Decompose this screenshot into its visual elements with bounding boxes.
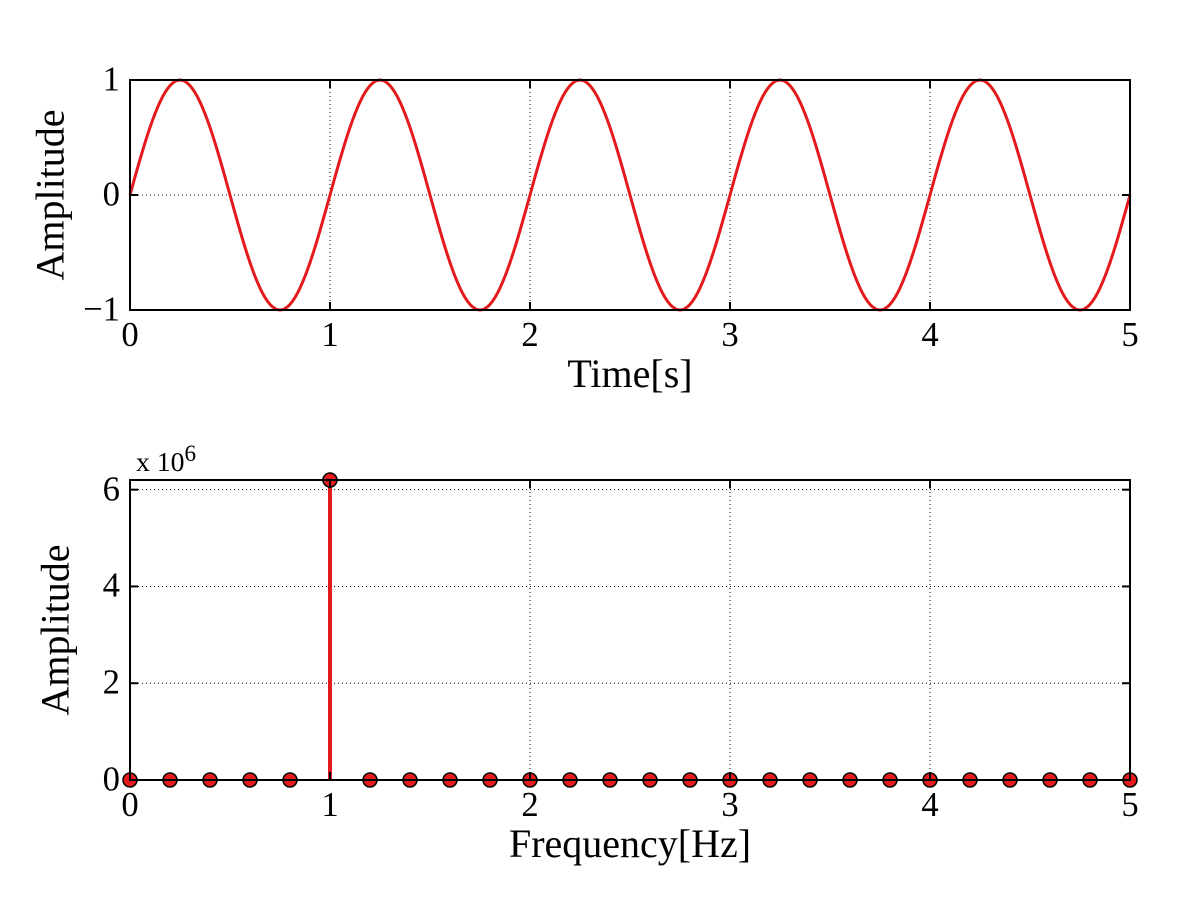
- bottom-xlabel: Frequency[Hz]: [509, 820, 751, 867]
- xtick-label: 4: [921, 786, 938, 825]
- bottom-ylabel: Amplitude: [32, 544, 79, 715]
- ytick-label: 0: [103, 761, 120, 800]
- bottom-exponent-label: x 106: [136, 440, 196, 478]
- xtick-label: 5: [1121, 786, 1138, 825]
- xtick-label: 2: [521, 786, 538, 825]
- exponent-base: x 10: [136, 446, 185, 477]
- figure: Amplitude Time[s] 012345 −101 Amplitude …: [0, 0, 1201, 901]
- ytick-label: 2: [103, 664, 120, 703]
- frequency-domain-plot: [0, 0, 1201, 800]
- exponent-power: 6: [185, 440, 197, 466]
- xtick-label: 1: [321, 786, 338, 825]
- xtick-label: 0: [121, 786, 138, 825]
- xtick-label: 3: [721, 786, 738, 825]
- frequency-domain-panel: Amplitude Frequency[Hz] x 106 012345 024…: [0, 0, 1201, 901]
- ytick-label: 4: [103, 567, 120, 606]
- ytick-label: 6: [103, 470, 120, 509]
